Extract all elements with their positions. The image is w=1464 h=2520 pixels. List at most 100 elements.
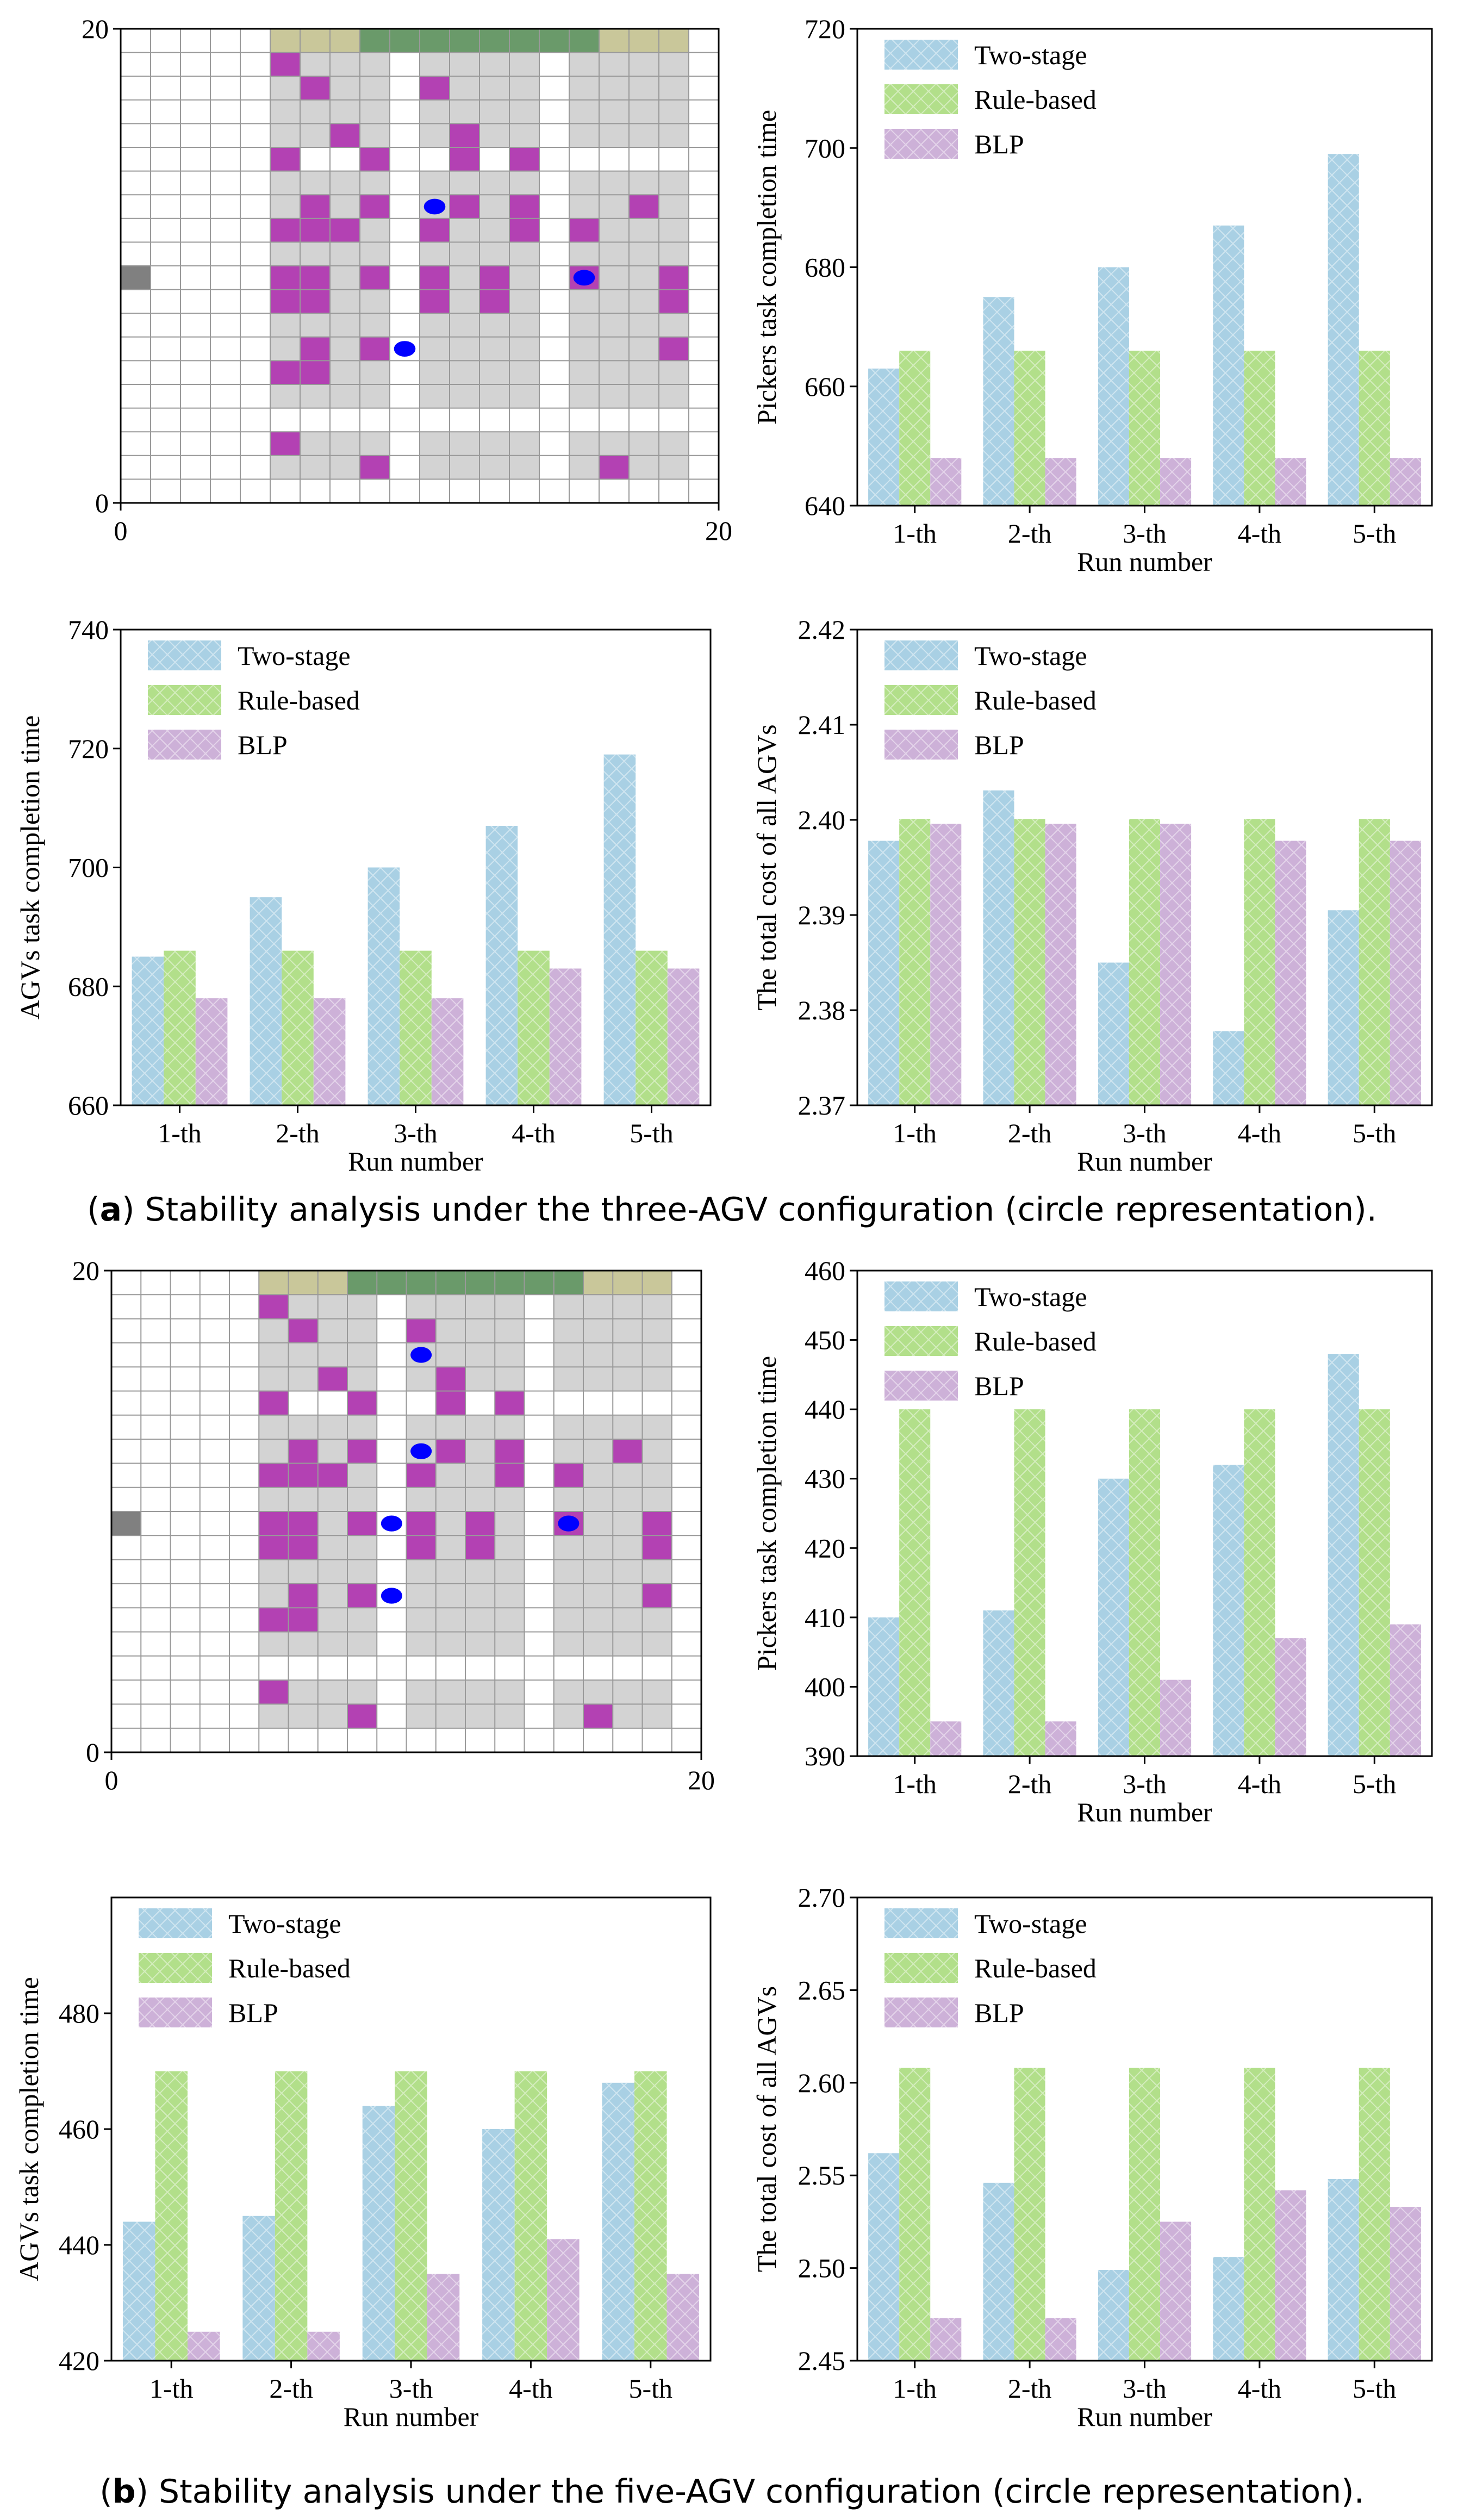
map-frame (110, 1270, 702, 1753)
legend-label: Two-stage (974, 40, 1087, 70)
shelf-cell (642, 1559, 672, 1584)
shelf-cell (495, 1680, 525, 1704)
shelf-cell (259, 1583, 289, 1608)
shelf-cell (569, 52, 599, 77)
y-tick-label: 20 (72, 1255, 99, 1286)
x-tick-label: 3-th (394, 1118, 438, 1148)
shelf-cell (569, 123, 599, 147)
shelf-cell (347, 1463, 377, 1488)
bar-hatch (1098, 1478, 1129, 1756)
shelf-cell (495, 1608, 525, 1632)
occupied-cell (495, 1463, 525, 1488)
legend-swatch-hatch (884, 640, 958, 670)
bar-hatch (1213, 225, 1244, 506)
legend-label: Rule-based (238, 685, 360, 715)
x-axis-label: Run number (344, 2401, 479, 2432)
bar-hatch (1213, 1465, 1244, 1756)
shelf-cell (450, 455, 479, 480)
shelf-cell (435, 1318, 465, 1343)
bar-hatch (1045, 824, 1076, 1105)
shelf-cell (583, 1511, 613, 1536)
y-tick-label: 420 (59, 2345, 99, 2376)
picking-station (599, 29, 689, 53)
shelf-cell (659, 218, 689, 242)
shelf-cell (495, 1367, 525, 1391)
shelf-cell (613, 1463, 643, 1488)
bar-hatch (1244, 2068, 1275, 2361)
shelf-cell (270, 337, 300, 361)
legend-swatch-hatch (884, 40, 958, 70)
x-tick-label: 1-th (149, 2373, 194, 2404)
legend-swatch-hatch (884, 1371, 958, 1401)
agv-marker (381, 1588, 402, 1604)
shelf-cell (465, 1342, 495, 1367)
shelf-cell (406, 1367, 436, 1391)
shelf-cell (659, 384, 689, 408)
shelf-cell (406, 1608, 436, 1632)
bar-hatch (1045, 2318, 1076, 2361)
shelf-cell (613, 1318, 643, 1343)
shelf-cell (465, 1680, 495, 1704)
bar-hatch (1390, 2207, 1421, 2361)
shelf-cell (347, 1680, 377, 1704)
occupied-cell (347, 1704, 377, 1728)
shelf-cell (642, 1632, 672, 1656)
bar-hatch (1244, 819, 1275, 1105)
shelf-cell (553, 1415, 583, 1440)
shelf-cell (629, 384, 659, 408)
occupied-cell (330, 123, 360, 147)
shelf-cell (599, 266, 629, 290)
shelf-cell (465, 1295, 495, 1319)
occupied-cell (420, 76, 450, 100)
shelf-cell (599, 52, 629, 77)
occupied-cell (479, 289, 509, 314)
shelf-cell (479, 123, 509, 147)
bar-hatch (930, 824, 962, 1105)
shelf-cell (599, 76, 629, 100)
shelf-cell (495, 1559, 525, 1584)
shelf-cell (659, 360, 689, 384)
bar-hatch (1359, 350, 1390, 506)
shelf-cell (479, 76, 509, 100)
shelf-cell (553, 1487, 583, 1511)
agv-marker (381, 1515, 402, 1532)
legend-swatch-hatch (884, 1953, 958, 1983)
shelf-cell (420, 123, 450, 147)
shelf-cell (629, 313, 659, 337)
bar-hatch (431, 998, 464, 1105)
legend-label: BLP (238, 730, 288, 760)
chart-b-agvs (104, 1896, 712, 2368)
shelf-cell (479, 432, 509, 456)
shelf-cell (270, 455, 300, 480)
y-tick-label: 680 (805, 252, 845, 283)
bar-hatch (514, 2071, 547, 2361)
shelf-cell (435, 1704, 465, 1728)
shelf-cell (465, 1439, 495, 1464)
shelf-cell (317, 1511, 347, 1536)
bar-hatch (602, 2082, 635, 2361)
bar-hatch (1213, 1031, 1244, 1105)
shelf-cell (435, 1583, 465, 1608)
occupied-cell (317, 1367, 347, 1391)
shelf-cell (330, 52, 360, 77)
shelf-cell (435, 1608, 465, 1632)
occupied-cell (659, 266, 689, 290)
y-tick-label: 700 (805, 133, 845, 163)
bar-hatch (1328, 1354, 1359, 1756)
shelf-cell (509, 52, 539, 77)
occupied-cell (259, 1295, 289, 1319)
shelf-cell (300, 242, 330, 266)
x-tick-label: 5-th (1353, 1769, 1397, 1799)
shelf-cell (629, 289, 659, 314)
occupied-cell (300, 195, 330, 219)
occupied-cell (613, 1439, 643, 1464)
y-tick-label: 660 (68, 1090, 109, 1121)
shelf-cell (330, 266, 360, 290)
shelf-cell (569, 171, 599, 195)
shelf-cell (479, 313, 509, 337)
occupied-cell (420, 289, 450, 314)
shelf-cell (270, 76, 300, 100)
y-tick-label: 2.60 (798, 2068, 846, 2098)
shelf-cell (406, 1559, 436, 1584)
shelf-cell (450, 76, 479, 100)
